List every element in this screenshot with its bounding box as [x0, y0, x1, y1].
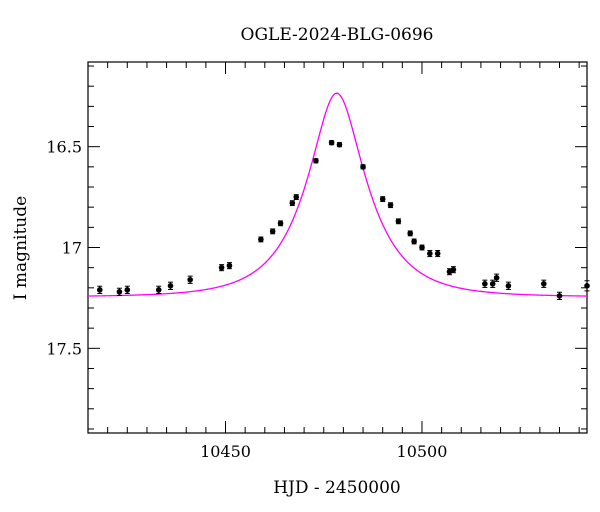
data-point [360, 164, 366, 170]
data-marker [155, 287, 162, 293]
data-marker [313, 157, 319, 164]
data-marker [427, 250, 433, 257]
data-point [419, 244, 425, 251]
y-axis-label: I magnitude [11, 196, 31, 300]
data-point [258, 236, 264, 243]
data-marker [489, 280, 496, 287]
y-tick-label: 17.5 [46, 339, 82, 358]
data-marker [187, 276, 193, 283]
data-marker [556, 293, 563, 299]
data-point [489, 279, 496, 288]
data-marker [584, 283, 590, 289]
data-point [584, 280, 590, 292]
x-tick-label: 10450 [200, 442, 251, 461]
data-point [96, 285, 103, 294]
data-point [226, 262, 233, 270]
data-marker [411, 238, 417, 245]
data-marker [407, 230, 413, 237]
data-marker [167, 283, 174, 289]
data-marker [336, 141, 343, 148]
data-point [336, 141, 343, 148]
plot-frame [87, 61, 588, 434]
data-point [505, 281, 512, 290]
data-point [556, 291, 563, 301]
chart-title: OGLE-2024-BLG-0696 [241, 25, 434, 45]
data-marker [379, 196, 386, 202]
data-point [482, 279, 488, 288]
data-marker [96, 287, 103, 293]
data-marker [328, 139, 335, 146]
data-point [289, 200, 296, 207]
data-marker [395, 218, 402, 225]
data-marker [505, 283, 512, 289]
data-marker [493, 274, 500, 281]
data-marker [482, 280, 488, 287]
data-marker [116, 289, 123, 295]
data-marker [258, 236, 264, 243]
y-tick-label: 16.5 [46, 138, 82, 157]
data-point [277, 220, 284, 227]
data-marker [540, 280, 547, 287]
data-point [328, 139, 335, 146]
plot-area: 10450 10500 16.5 17 17.5 [46, 61, 590, 461]
data-point [167, 281, 174, 290]
data-point [379, 196, 386, 203]
data-marker [434, 250, 441, 257]
data-marker [387, 202, 394, 208]
y-tick-label: 17 [62, 239, 82, 258]
data-point [293, 194, 300, 201]
data-point [116, 287, 123, 296]
data-point [124, 285, 131, 294]
data-marker [218, 264, 225, 271]
data-point [540, 279, 547, 288]
data-marker [124, 287, 131, 293]
data-point [218, 264, 225, 272]
data-point [407, 230, 413, 237]
data-marker [289, 200, 296, 206]
data-point [395, 218, 402, 225]
data-marker [269, 228, 276, 235]
data-marker [360, 164, 366, 170]
x-axis-label: HJD - 2450000 [273, 478, 401, 498]
data-point [187, 275, 193, 284]
data-marker [419, 244, 425, 251]
data-point [269, 228, 276, 235]
data-point [411, 238, 417, 245]
data-marker [226, 262, 233, 269]
data-marker [293, 194, 300, 200]
data-point [450, 266, 457, 274]
data-point [155, 285, 162, 294]
data-point [427, 250, 433, 258]
data-marker [277, 220, 284, 227]
data-point [434, 250, 441, 258]
model-curve [87, 92, 588, 297]
data-point [313, 157, 319, 164]
data-marker [450, 266, 457, 273]
data-point [387, 202, 394, 209]
data-point [493, 273, 500, 282]
x-tick-label: 10500 [397, 442, 448, 461]
